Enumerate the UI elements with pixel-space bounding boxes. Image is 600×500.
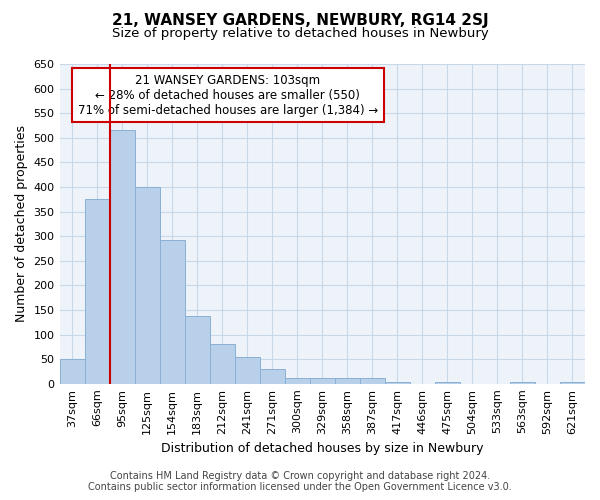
Bar	[335, 378, 360, 384]
Bar	[209, 344, 235, 384]
Text: 21 WANSEY GARDENS: 103sqm
← 28% of detached houses are smaller (550)
71% of semi: 21 WANSEY GARDENS: 103sqm ← 28% of detac…	[77, 74, 378, 116]
Bar	[260, 369, 285, 384]
Bar	[59, 359, 85, 384]
Text: Size of property relative to detached houses in Newbury: Size of property relative to detached ho…	[112, 28, 488, 40]
Text: 21, WANSEY GARDENS, NEWBURY, RG14 2SJ: 21, WANSEY GARDENS, NEWBURY, RG14 2SJ	[112, 12, 488, 28]
Bar	[185, 316, 209, 384]
Bar	[110, 130, 134, 384]
Bar	[134, 187, 160, 384]
Bar	[360, 378, 385, 384]
X-axis label: Distribution of detached houses by size in Newbury: Distribution of detached houses by size …	[161, 442, 484, 455]
Text: Contains HM Land Registry data © Crown copyright and database right 2024.
Contai: Contains HM Land Registry data © Crown c…	[88, 471, 512, 492]
Y-axis label: Number of detached properties: Number of detached properties	[15, 126, 28, 322]
Bar	[560, 382, 585, 384]
Bar	[235, 356, 260, 384]
Bar	[435, 382, 460, 384]
Bar	[510, 382, 535, 384]
Bar	[310, 378, 335, 384]
Bar	[85, 200, 110, 384]
Bar	[285, 378, 310, 384]
Bar	[160, 240, 185, 384]
Bar	[385, 382, 410, 384]
